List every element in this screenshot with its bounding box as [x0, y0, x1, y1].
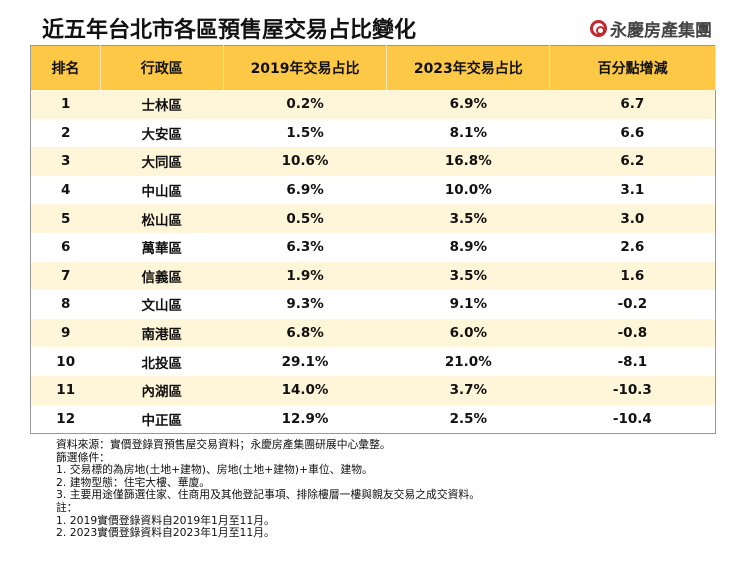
logo-icon	[590, 20, 607, 37]
table-cell: 8	[30, 290, 101, 319]
table-cell: 11	[30, 375, 101, 405]
table-cell: 6.7	[549, 90, 716, 119]
table-row: 6 萬華區 6.3% 8.9% 2.6	[30, 232, 716, 262]
table-cell: 0.5%	[223, 204, 387, 233]
table-cell: 16.8%	[386, 147, 550, 176]
table-row: 3 大同區 10.6% 16.8% 6.2	[30, 147, 716, 176]
table-cell: -0.8	[549, 318, 716, 348]
table-cell: 1.5%	[223, 118, 387, 148]
table-cell: 3.0	[549, 204, 716, 233]
table-cell: 6.9%	[223, 175, 387, 205]
table-cell: 6.2	[549, 147, 716, 176]
table-cell: 10.6%	[223, 147, 387, 176]
table-cell: 6.9%	[386, 90, 550, 119]
table-cell: 12	[30, 404, 101, 434]
column-header: 2019年交易占比	[223, 45, 388, 90]
table-row: 10 北投區 29.1% 21.0% -8.1	[30, 347, 716, 376]
table-cell: 中山區	[100, 175, 224, 205]
footnote-line: 1. 交易標的為房地(土地+建物)、房地(土地+建物)+車位、建物。	[56, 463, 373, 477]
column-header: 排名	[30, 45, 101, 90]
table-row: 12 中正區 12.9% 2.5% -10.4	[30, 404, 716, 434]
table-cell: 士林區	[100, 90, 224, 119]
table-cell: 0.2%	[223, 90, 387, 119]
table-cell: 14.0%	[223, 375, 387, 405]
table-cell: 文山區	[100, 290, 224, 319]
table-row: 2 大安區 1.5% 8.1% 6.6	[30, 118, 716, 148]
table-cell: 7	[30, 261, 101, 291]
table-cell: 1.6	[549, 261, 716, 291]
table-cell: 2	[30, 118, 101, 148]
footnote-line: 篩選條件：	[56, 450, 110, 464]
footnote-line: 註：	[56, 500, 78, 514]
table-row: 9 南港區 6.8% 6.0% -0.8	[30, 318, 716, 348]
table-cell: 3	[30, 147, 101, 176]
footnote-line: 2. 2023實價登錄資料自2023年1月至11月。	[56, 526, 275, 540]
table-cell: 內湖區	[100, 375, 224, 405]
table-cell: -10.3	[549, 375, 716, 405]
column-header: 2023年交易占比	[386, 45, 551, 90]
table-cell: 信義區	[100, 261, 224, 291]
table-cell: 9.1%	[386, 290, 550, 319]
table-row: 11 內湖區 14.0% 3.7% -10.3	[30, 375, 716, 405]
table-cell: 松山區	[100, 204, 224, 233]
table-cell: 大安區	[100, 118, 224, 148]
table-cell: 北投區	[100, 347, 224, 376]
table-cell: 萬華區	[100, 232, 224, 262]
table-row: 4 中山區 6.9% 10.0% 3.1	[30, 175, 716, 205]
table-cell: 10.0%	[386, 175, 550, 205]
table-row: 8 文山區 9.3% 9.1% -0.2	[30, 290, 716, 319]
table-header: 排名 行政區 2019年交易占比 2023年交易占比 百分點增減	[30, 45, 716, 90]
table-cell: 中正區	[100, 404, 224, 434]
footnotes: 資料來源：實價登錄買預售屋交易資料；永慶房產集團研展中心彙整。 篩選條件： 1. 交…	[56, 438, 481, 540]
logo-text: 永慶房產集團	[610, 21, 712, 41]
table-cell: 8.1%	[386, 118, 550, 148]
table-cell: 6.6	[549, 118, 716, 148]
table-cell: -0.2	[549, 290, 716, 319]
table-cell: 3.7%	[386, 375, 550, 405]
table-cell: -10.4	[549, 404, 716, 434]
table-cell: 大同區	[100, 147, 224, 176]
footnote-line: 2. 建物型態：住宅大樓、華廈。	[56, 475, 211, 489]
column-header: 行政區	[100, 45, 224, 90]
table-cell: 9	[30, 318, 101, 348]
table-cell: -8.1	[549, 347, 716, 376]
table-cell: 1	[30, 90, 101, 119]
footnote-line: 1. 2019實價登錄資料自2019年1月至11月。	[56, 513, 275, 527]
table-cell: 5	[30, 204, 101, 233]
table-row: 5 松山區 0.5% 3.5% 3.0	[30, 204, 716, 233]
district-share-table: 排名 行政區 2019年交易占比 2023年交易占比 百分點增減 1 士林區 0.2% 6.9…	[30, 45, 716, 435]
table-cell: 1.9%	[223, 261, 387, 291]
table-cell: 12.9%	[223, 404, 387, 434]
table-cell: 6	[30, 232, 101, 262]
table-row: 7 信義區 1.9% 3.5% 1.6	[30, 261, 716, 291]
table-cell: 29.1%	[223, 347, 387, 376]
table-cell: 6.8%	[223, 318, 387, 348]
brand-logo: 永慶房產集團	[590, 16, 712, 41]
table-cell: 2.6	[549, 232, 716, 262]
table-cell: 6.3%	[223, 232, 387, 262]
column-header: 百分點增減	[549, 45, 716, 90]
footnote-line: 3. 主要用途僅篩選住家、住商用及其他登記事項、排除樓層一樓與親友交易之成交資料…	[56, 488, 481, 502]
table-cell: 8.9%	[386, 232, 550, 262]
table-cell: 9.3%	[223, 290, 387, 319]
table-cell: 4	[30, 175, 101, 205]
table-cell: 21.0%	[386, 347, 550, 376]
table-cell: 3.1	[549, 175, 716, 205]
table-cell: 3.5%	[386, 204, 550, 233]
table-cell: 2.5%	[386, 404, 550, 434]
table-cell: 3.5%	[386, 261, 550, 291]
table-cell: 南港區	[100, 318, 224, 348]
table-row: 1 士林區 0.2% 6.9% 6.7	[30, 90, 716, 119]
table-cell: 10	[30, 347, 101, 376]
table-cell: 6.0%	[386, 318, 550, 348]
footnote-line: 資料來源：實價登錄買預售屋交易資料；永慶房產集團研展中心彙整。	[56, 438, 391, 451]
page-title: 近五年台北市各區預售屋交易占比變化	[42, 18, 417, 43]
